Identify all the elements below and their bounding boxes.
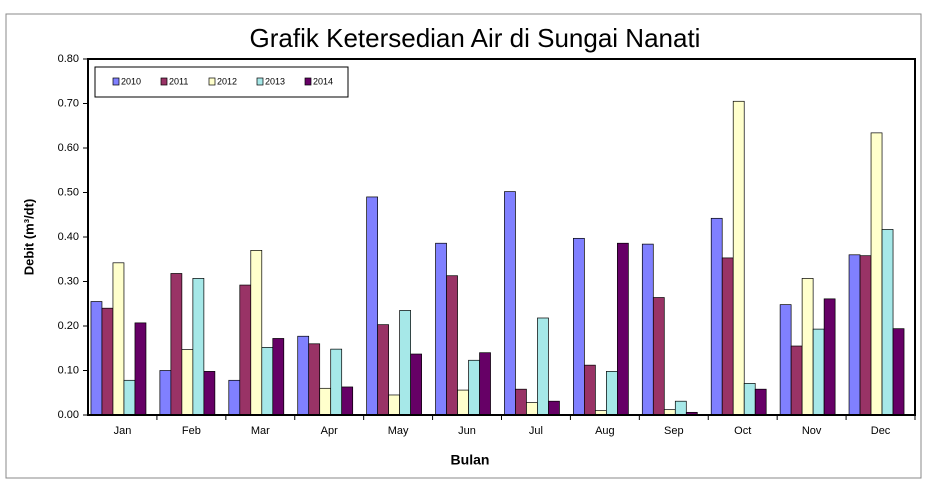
bar: [435, 242, 447, 416]
x-tick-label: May: [388, 425, 409, 437]
y-tick-label: 0.20: [58, 320, 79, 332]
x-tick-label: Apr: [321, 425, 338, 437]
legend-swatch: [304, 77, 312, 86]
plot-area: [87, 58, 916, 416]
bar: [779, 304, 792, 416]
bar: [90, 301, 103, 416]
bar: [848, 254, 861, 416]
bar: [261, 347, 274, 416]
bar: [377, 324, 389, 416]
legend-label: 2011: [169, 76, 188, 86]
legend-swatch: [208, 77, 216, 86]
x-tick-label: Aug: [595, 425, 615, 437]
bar: [366, 196, 378, 416]
x-tick-label: Jan: [114, 425, 132, 437]
bar: [573, 237, 585, 416]
bar: [297, 335, 310, 416]
legend-swatch: [256, 77, 264, 86]
x-tick-label: Sep: [664, 425, 684, 437]
y-axis-label: Debit (m³/dt): [21, 199, 36, 276]
bar: [584, 364, 596, 416]
x-tick-label: Nov: [802, 425, 822, 437]
legend-label: 2013: [265, 76, 285, 86]
bar: [330, 348, 343, 416]
bar: [823, 298, 836, 416]
bar: [812, 328, 825, 416]
bar: [859, 255, 872, 416]
bar: [710, 217, 723, 416]
bar: [170, 273, 183, 416]
x-tick-label: Jun: [458, 425, 476, 437]
bar: [203, 371, 216, 416]
bar: [881, 229, 894, 416]
bar: [526, 402, 538, 416]
bar: [228, 379, 241, 416]
y-tick-label: 0.10: [58, 364, 79, 376]
bar: [134, 322, 147, 416]
bar: [181, 349, 194, 416]
legend-label: 2010: [121, 76, 141, 86]
bar: [641, 243, 654, 416]
bar: [272, 338, 285, 416]
bar: [101, 307, 114, 416]
x-tick-label: Dec: [871, 425, 891, 437]
bar: [732, 100, 745, 416]
bar: [446, 275, 458, 416]
chart-title: Grafik Ketersedian Air di Sungai Nanati: [250, 23, 701, 53]
bar: [754, 388, 767, 416]
bar: [515, 388, 527, 416]
bar: [674, 400, 687, 416]
bar: [790, 345, 803, 416]
bar: [721, 257, 734, 416]
y-tick-label: 0.80: [58, 53, 79, 65]
bar: [192, 278, 205, 416]
bar: [399, 310, 411, 416]
y-tick-label: 0.70: [58, 97, 79, 109]
legend-label: 2014: [313, 76, 333, 86]
bar: [468, 359, 480, 416]
bar: [388, 394, 400, 416]
y-tick-label: 0.00: [58, 409, 79, 421]
bar: [743, 383, 756, 416]
bar: [548, 400, 560, 416]
x-axis-label: Bulan: [451, 452, 490, 468]
bar: [308, 343, 321, 416]
bar: [112, 262, 125, 416]
x-tick-label: Mar: [251, 425, 270, 437]
bar: [537, 317, 549, 416]
bar: [801, 278, 814, 416]
y-tick-label: 0.50: [58, 186, 79, 198]
bar: [617, 242, 629, 416]
y-tick-label: 0.40: [58, 231, 79, 243]
bar: [606, 371, 618, 416]
bar: [410, 353, 422, 416]
bar: [892, 328, 905, 416]
bar: [239, 284, 252, 416]
y-tick-label: 0.60: [58, 142, 79, 154]
bar: [504, 191, 516, 416]
bar: [250, 250, 263, 416]
bar: [319, 387, 332, 416]
legend-label: 2012: [217, 76, 237, 86]
x-tick-label: Feb: [182, 425, 201, 437]
x-tick-label: Oct: [734, 425, 751, 437]
x-tick-label: Jul: [529, 425, 543, 437]
bar: [870, 132, 883, 416]
bar: [479, 352, 491, 416]
bar: [652, 297, 665, 416]
bar: [159, 370, 172, 416]
legend-swatch: [112, 77, 120, 86]
bar: [123, 379, 136, 416]
bar: [457, 389, 469, 416]
y-tick-label: 0.30: [58, 275, 79, 287]
legend-swatch: [160, 77, 168, 86]
bar: [341, 386, 354, 416]
